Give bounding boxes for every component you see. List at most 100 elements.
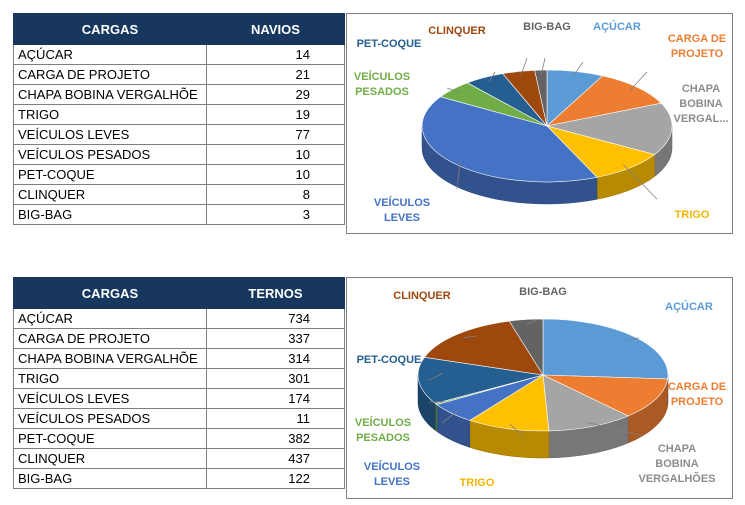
leader-line-pet-coque [488,71,496,82]
pie-label-big-bag: BIG-BAG [523,21,571,33]
pie-label-veiculos-pesados: VEÍCULOS PESADOS [354,70,410,98]
pie-slice-clinquer [423,320,544,376]
table-row: TRIGO 19 [13,104,346,125]
pie-slice-chapa-bobina-vergalhoe [546,102,673,155]
cargo-value: 3 [205,204,346,225]
cargo-label: BIG-BAG [13,204,207,225]
table-row: BIG-BAG 3 [13,204,346,225]
cargo-label: CLINQUER [13,184,207,205]
navios-pie-chart: AÇÚCAR CARGA DE PROJETO CHAPA BOBINA VERGAL..… [346,13,733,234]
pie-label-carga-de-projeto: CARGA DE PROJETO [668,381,726,408]
leader-line-big-bag [527,319,538,325]
pie-slice-carga-de-projeto [545,75,662,127]
cargo-label: CHAPA BOBINA VERGALHÕE [13,84,207,105]
cargo-label: CLINQUER [13,448,207,469]
cargo-value: 437 [205,448,346,469]
cargo-value: 734 [205,308,346,329]
table-row: CHAPA BOBINA VERGALHÕE 29 [13,84,346,105]
cargo-value: 29 [205,84,346,105]
table-row: VEÍCULOS PESADOS 10 [13,144,346,165]
cargo-label: VEÍCULOS LEVES [13,124,207,145]
pie-label-chapa-bobina-vergalhoes: CHAPA BOBINA VERGALHÕES [638,443,715,485]
table-row: CHAPA BOBINA VERGALHÕE 314 [13,348,346,369]
leader-line-pet-coque [428,372,444,381]
cargas-header: CARGAS [13,277,207,309]
table-row: PET-COQUE 10 [13,164,346,185]
cargo-value: 314 [205,348,346,369]
pie-label-pet-coque: PET-COQUE [357,354,422,366]
leader-line-veiculos-pesados [446,87,461,93]
cargo-value: 10 [205,164,346,185]
pie-slice-veiculos-leves [421,96,598,183]
table-row: PET-COQUE 382 [13,428,346,449]
pie-slice-big-bag [534,69,548,127]
cargo-value: 382 [205,428,346,449]
cargo-label: PET-COQUE [13,428,207,449]
cargo-value: 10 [205,144,346,165]
cargo-label: TRIGO [13,368,207,389]
leader-line-clinquer [463,335,478,339]
pie-label-clinquer: CLINQUER [428,25,486,37]
ternos-pie-chart: AÇÚCAR CARGA DE PROJETO CHAPA BOBINA VERGALHÕ… [346,277,733,499]
pie-label-veiculos-pesados: VEÍCULOS PESADOS [355,416,411,444]
cargo-label: CHAPA BOBINA VERGALHÕE [13,348,207,369]
table-row: BIG-BAG 122 [13,468,346,489]
table-row: VEÍCULOS LEVES 174 [13,388,346,409]
ternos-table: CARGAS TERNOS AÇÚCAR 734 CARGA DE PROJETO… [13,277,346,489]
leader-line-veiculos-leves [456,159,461,190]
cargo-value: 14 [205,44,346,65]
pie-slice-pet-coque [417,356,544,404]
pie-label-trigo: TRIGO [460,477,495,489]
table-row: VEÍCULOS LEVES 77 [13,124,346,145]
table-row: TRIGO 301 [13,368,346,389]
cargas-header: CARGAS [13,13,207,45]
table-row: CARGA DE PROJETO 337 [13,328,346,349]
pie-label-acucar: AÇÚCAR [665,300,713,313]
pie-label-big-bag: BIG-BAG [519,286,567,298]
pie-slice-trigo [546,125,656,178]
pie-label-veiculos-leves: VEÍCULOS LEVES [364,460,420,488]
leader-line-big-bag [540,57,546,75]
navios-pie-svg: AÇÚCAR CARGA DE PROJETO CHAPA BOBINA VERGAL..… [354,20,729,224]
cargo-label: VEÍCULOS LEVES [13,388,207,409]
pie-label-veiculos-leves: VEÍCULOS LEVES [374,196,430,224]
pie-label-clinquer: CLINQUER [393,290,451,302]
cargo-label: VEÍCULOS PESADOS [13,144,207,165]
cargo-label: PET-COQUE [13,164,207,185]
cargo-value: 77 [205,124,346,145]
leader-line-trigo [509,424,526,439]
cargo-value: 122 [205,468,346,489]
cargo-label: AÇÚCAR [13,44,207,65]
pie-slice-chapa-bobina-vergalhoes [542,374,629,432]
ternos-header: TERNOS [205,277,346,309]
table-row: CARGA DE PROJETO 21 [13,64,346,85]
leader-line-carga-de-projeto [629,71,648,91]
table-row: AÇÚCAR 14 [13,44,346,65]
cargo-value: 8 [205,184,346,205]
cargo-label: TRIGO [13,104,207,125]
pie-label-pet-coque: PET-COQUE [357,38,422,50]
pie-slice-acucar [542,318,669,380]
table-row: VEÍCULOS PESADOS 11 [13,408,346,429]
cargo-value: 11 [205,408,346,429]
cargo-label: CARGA DE PROJETO [13,328,207,349]
pie-slice-carga-de-projeto [542,374,669,417]
leader-line-acucar [572,61,584,77]
leader-line-chapa-bobina-vergalhoes [587,422,644,437]
table-row: CLINQUER 8 [13,184,346,205]
cargo-label: AÇÚCAR [13,308,207,329]
leader-line-clinquer [520,57,528,76]
navios-table: CARGAS NAVIOS AÇÚCAR 14 CARGA DE PROJETO 2… [13,13,346,225]
pie-label-trigo: TRIGO [675,209,710,221]
cargo-label: CARGA DE PROJETO [13,64,207,85]
pie-label-acucar: AÇÚCAR [593,20,641,33]
leader-line-acucar [627,337,640,341]
cargo-value: 301 [205,368,346,389]
navios-header: NAVIOS [205,13,346,45]
cargo-value: 19 [205,104,346,125]
pie-slice-trigo [469,374,550,432]
cargo-label: BIG-BAG [13,468,207,489]
leader-line-trigo [622,164,658,200]
pie-slice-big-bag [508,318,544,377]
pie-label-chapa-bobina-vergalhoe: CHAPA BOBINA VERGAL... [673,83,728,125]
